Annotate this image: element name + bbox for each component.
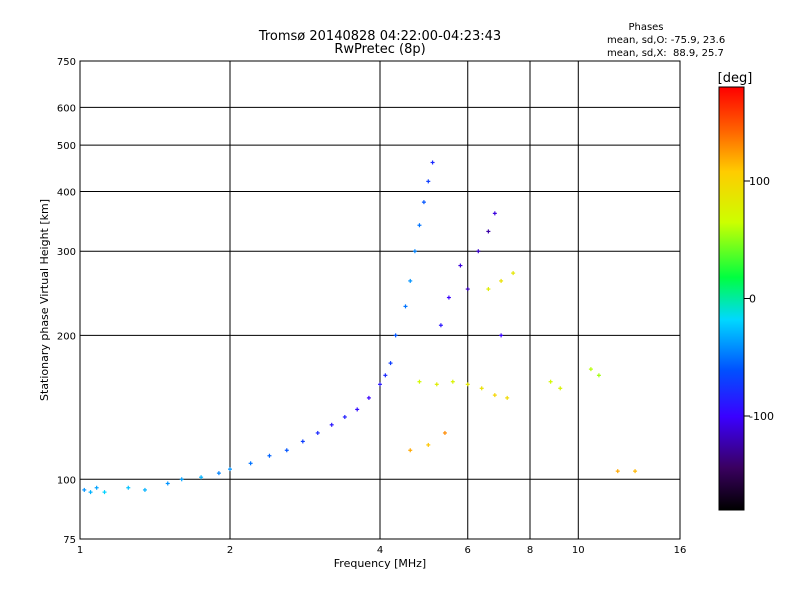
data-point <box>588 367 593 372</box>
data-point <box>446 295 451 300</box>
data-point <box>88 490 93 495</box>
data-point <box>329 422 334 427</box>
data-point <box>438 323 443 328</box>
data-point <box>383 373 388 378</box>
data-point <box>596 373 601 378</box>
data-point <box>434 382 439 387</box>
colorbar-tick-label: 0 <box>749 293 756 306</box>
data-point <box>228 467 232 472</box>
data-point <box>408 278 413 283</box>
data-point <box>165 481 170 486</box>
data-point <box>417 223 422 228</box>
data-point <box>486 229 491 234</box>
stats-o-line: mean, sd,O: -75.9, 23.6 <box>607 35 725 46</box>
chart-title: Tromsø 20140828 04:22:00-04:23:43 <box>258 29 501 44</box>
x-axis-label: Frequency [MHz] <box>334 557 426 570</box>
data-point <box>426 442 431 447</box>
data-point <box>615 469 620 474</box>
data-point <box>142 487 147 492</box>
data-point <box>355 407 360 412</box>
colorbar-ticks: 100 0 -100 <box>744 175 774 423</box>
data-point <box>82 487 87 492</box>
data-point <box>499 278 504 283</box>
data-point <box>300 439 305 444</box>
data-point <box>417 379 422 384</box>
plot-frame <box>79 60 681 540</box>
data-point <box>403 304 408 309</box>
colorbar-label: [deg] <box>718 71 753 86</box>
x-tick-label: 16 <box>674 545 687 556</box>
chart-subtitle: RwPretec (8p) <box>334 42 425 57</box>
y-tick-label: 400 <box>57 187 76 198</box>
data-point <box>633 469 638 474</box>
y-tick-label: 75 <box>63 535 76 546</box>
y-tick-label: 600 <box>57 103 76 114</box>
data-point <box>492 393 497 398</box>
data-point <box>505 395 510 400</box>
data-point <box>458 263 463 268</box>
data-point <box>408 448 413 453</box>
y-tick-label: 300 <box>57 247 76 258</box>
colorbar <box>718 86 745 511</box>
data-point <box>388 361 393 366</box>
data-point <box>548 379 553 384</box>
data-point <box>284 448 289 453</box>
data-points <box>82 160 638 495</box>
data-point <box>476 249 481 254</box>
y-tick-label: 100 <box>57 475 76 486</box>
data-point <box>102 490 107 495</box>
y-axis-ticks: 75 100 200 300 400 500 600 750 <box>57 57 76 546</box>
x-tick-label: 2 <box>227 545 233 556</box>
data-point <box>342 414 347 419</box>
data-point <box>558 386 563 391</box>
x-tick-label: 10 <box>572 545 585 556</box>
data-point <box>179 477 184 482</box>
data-point <box>126 485 131 490</box>
x-tick-label: 6 <box>465 545 471 556</box>
data-point <box>315 430 320 435</box>
data-point <box>511 271 516 276</box>
colorbar-tick-label: 100 <box>749 175 770 188</box>
x-axis-ticks: 1 2 4 6 8 10 16 <box>77 545 687 556</box>
data-point <box>442 430 447 435</box>
x-tick-label: 8 <box>527 545 533 556</box>
data-point <box>94 485 99 490</box>
data-point <box>267 453 272 458</box>
data-point <box>248 461 253 466</box>
y-axis-label: Stationary phase Virtual Height [km] <box>38 199 51 401</box>
data-point <box>499 333 504 338</box>
data-point <box>216 471 221 476</box>
data-point <box>421 200 426 205</box>
data-point <box>430 160 435 165</box>
data-point <box>199 475 204 480</box>
grid-lines <box>80 61 680 539</box>
y-tick-label: 500 <box>57 141 76 152</box>
data-point <box>450 379 455 384</box>
data-point <box>465 382 470 387</box>
data-point <box>426 179 431 184</box>
stats-header: Phases <box>628 22 663 33</box>
data-point <box>412 249 417 254</box>
data-point <box>465 287 470 292</box>
colorbar-tick-label: -100 <box>749 410 774 423</box>
data-point <box>486 287 491 292</box>
y-tick-label: 750 <box>57 57 76 68</box>
stats-x-line: mean, sd,X: 88.9, 25.7 <box>607 48 724 59</box>
data-point <box>492 211 497 216</box>
x-tick-label: 1 <box>77 545 83 556</box>
data-point <box>378 382 382 387</box>
data-point <box>393 333 398 338</box>
data-point <box>366 395 371 400</box>
data-point <box>479 386 484 391</box>
x-tick-label: 4 <box>377 545 383 556</box>
y-tick-label: 200 <box>57 331 76 342</box>
